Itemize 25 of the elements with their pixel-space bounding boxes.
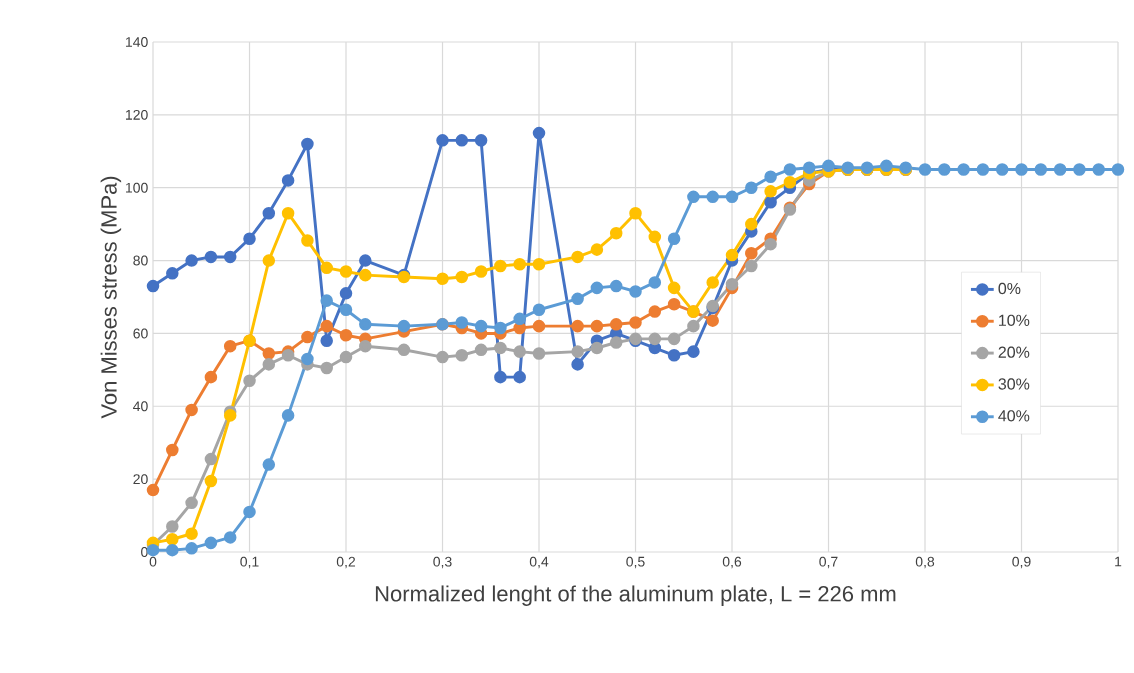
legend-label: 20% xyxy=(998,346,1030,358)
y-axis-title: Von Misses stress (MPa) xyxy=(100,176,122,419)
y-tick-label: 80 xyxy=(133,255,148,266)
y-tick-label: 60 xyxy=(133,328,148,339)
y-tick-label: 100 xyxy=(126,182,148,193)
y-tick-label: 40 xyxy=(133,401,148,412)
legend-label: 10% xyxy=(999,314,1030,326)
x-tick-label: 0,5 xyxy=(626,556,645,569)
x-tick-label: 0,8 xyxy=(915,556,935,569)
x-tick-label: 0,9 xyxy=(1012,556,1031,569)
x-tick-label: 0,1 xyxy=(240,556,259,569)
x-tick-label: 0 xyxy=(149,556,157,567)
y-tick-label: 120 xyxy=(126,109,148,120)
x-tick-label: 0,2 xyxy=(336,556,356,569)
x-axis-title: Normalized lenght of the aluminum plate, L = 226 mm xyxy=(375,585,896,606)
x-tick-label: 0,7 xyxy=(819,556,838,569)
legend-label: 30% xyxy=(998,378,1030,390)
x-tick-label: 0,3 xyxy=(433,556,452,569)
legend-label: 40% xyxy=(998,410,1030,422)
y-tick-label: 20 xyxy=(133,474,148,485)
x-tick-label: 0,4 xyxy=(529,556,549,569)
x-tick-label: 1 xyxy=(1115,556,1122,567)
x-tick-label: 0,6 xyxy=(722,556,742,569)
legend-label: 0% xyxy=(998,282,1021,295)
y-tick-label: 140 xyxy=(126,37,148,47)
